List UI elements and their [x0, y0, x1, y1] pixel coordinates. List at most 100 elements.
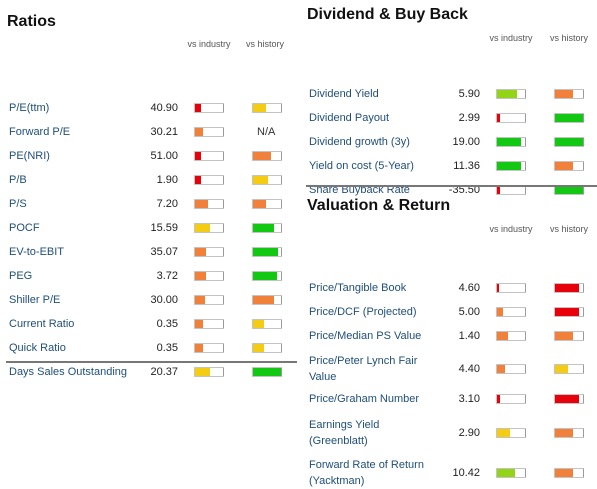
ratios-industry-bar-fill	[195, 320, 204, 328]
ratios-row-label[interactable]: Quick Ratio	[9, 342, 66, 354]
dividend-row-value: 11.36	[453, 160, 480, 172]
valuation-vs-industry-header: vs industry	[489, 224, 533, 234]
dividend-industry-bar-fill	[497, 186, 501, 194]
valuation-row-label-line2[interactable]: Value	[309, 371, 337, 383]
ratios-row-label[interactable]: PEG	[9, 270, 33, 282]
dividend-row-label[interactable]: Dividend growth (3y)	[309, 136, 410, 148]
dividend-vs-history-header: vs history	[549, 33, 588, 43]
ratios-divider	[6, 361, 297, 363]
valuation-history-bar	[554, 468, 584, 478]
ratios-row-label[interactable]: POCF	[9, 222, 40, 234]
dividend-history-bar-fill	[555, 186, 583, 194]
ratios-row-label[interactable]: EV-to-EBIT	[9, 246, 65, 258]
ratios-row-label[interactable]: Current Ratio	[9, 318, 75, 330]
ratios-row-value: 1.90	[156, 174, 178, 186]
ratios-row-label[interactable]: Shiller P/E	[9, 294, 61, 306]
valuation-vs-history-header: vs history	[549, 224, 588, 234]
ratios-industry-bar	[194, 199, 224, 209]
ratios-industry-bar-fill	[195, 152, 201, 160]
dividend-industry-bar-fill	[497, 90, 517, 98]
ratios-history-bar-fill	[253, 176, 269, 184]
ratios-industry-bar	[194, 247, 224, 257]
dividend-history-bar-fill	[555, 138, 583, 146]
dividend-row-label[interactable]: Dividend Payout	[309, 112, 390, 124]
valuation-history-bar-fill	[555, 365, 568, 373]
valuation-history-bar	[554, 307, 584, 317]
valuation-industry-bar	[496, 331, 526, 341]
dividend-industry-bar	[496, 137, 526, 147]
ratios-row-label[interactable]: PE(NRI)	[9, 150, 50, 162]
valuation-row-value: 2.90	[458, 427, 480, 439]
ratios-history-bar-fill	[253, 320, 265, 328]
dividend-history-bar	[554, 113, 584, 123]
valuation-row-label[interactable]: Price/Median PS Value	[309, 330, 422, 342]
ratios-vs-industry-header: vs industry	[187, 39, 231, 49]
valuation-row-label[interactable]: Price/Peter Lynch Fair	[309, 355, 418, 367]
dividend-row-value: 2.99	[458, 112, 480, 124]
valuation-row-label[interactable]: Price/Graham Number	[309, 393, 420, 405]
valuation-row-value: 4.40	[458, 363, 480, 375]
valuation-industry-bar-fill	[497, 469, 516, 477]
valuation-industry-bar	[496, 394, 526, 404]
ratios-row-label[interactable]: Forward P/E	[9, 126, 71, 138]
valuation-row-value: 5.00	[458, 306, 480, 318]
dividend-history-bar	[554, 89, 584, 99]
valuation-row-value: 10.42	[452, 467, 480, 479]
valuation-row-label[interactable]: Price/DCF (Projected)	[309, 306, 417, 318]
ratios-history-bar	[252, 175, 282, 185]
ratios-row-value: 20.37	[150, 366, 178, 378]
valuation-row-label[interactable]: Forward Rate of Return	[309, 459, 424, 471]
valuation-row-label[interactable]: Earnings Yield	[309, 419, 380, 431]
ratios-history-bar	[252, 367, 282, 377]
ratios-row-value: 40.90	[150, 102, 178, 114]
valuation-history-bar	[554, 394, 584, 404]
ratios-history-bar	[252, 271, 282, 281]
ratios-row-value: 7.20	[156, 198, 178, 210]
valuation-industry-bar-fill	[497, 332, 509, 340]
dividend-divider	[306, 185, 597, 187]
valuation-row-label-line2[interactable]: (Greenblatt)	[309, 435, 368, 447]
ratios-row-label[interactable]: P/S	[9, 198, 27, 210]
dividend-history-bar	[554, 161, 584, 171]
valuation-industry-bar	[496, 307, 526, 317]
dividend-title: Dividend & Buy Back	[307, 6, 468, 23]
ratios-row-label[interactable]: Days Sales Outstanding	[9, 366, 128, 378]
ratios-history-bar-fill	[253, 296, 274, 304]
valuation-row-label[interactable]: Price/Tangible Book	[309, 282, 407, 294]
valuation-industry-bar-fill	[497, 365, 506, 373]
ratios-history-bar-fill	[253, 368, 281, 376]
dividend-industry-bar-fill	[497, 138, 521, 146]
ratios-history-bar-fill	[253, 344, 265, 352]
dividend-panel: Dividend & Buy Back vs industry vs histo…	[306, 0, 597, 196]
valuation-row-value: 4.60	[458, 282, 480, 294]
ratios-history-bar	[252, 199, 282, 209]
ratios-industry-bar-fill	[195, 128, 204, 136]
dividend-row-value: 5.90	[458, 88, 480, 100]
dividend-industry-bar-fill	[497, 162, 521, 170]
valuation-title: Valuation & Return	[307, 197, 451, 214]
ratios-industry-bar-fill	[195, 248, 207, 256]
ratios-row-value: 30.00	[150, 294, 178, 306]
ratios-row-value: 15.59	[150, 222, 178, 234]
valuation-row-value: 3.10	[458, 393, 480, 405]
ratios-history-bar	[252, 151, 282, 161]
ratios-industry-bar	[194, 367, 224, 377]
ratios-row-value: 35.07	[150, 246, 178, 258]
ratios-industry-bar-fill	[195, 224, 211, 232]
ratios-vs-history-header: vs history	[245, 39, 284, 49]
dividend-row-label[interactable]: Yield on cost (5-Year)	[309, 160, 414, 172]
valuation-industry-bar-fill	[497, 395, 501, 403]
ratios-history-bar	[252, 247, 282, 257]
valuation-row-label-line2[interactable]: (Yacktman)	[309, 475, 365, 487]
valuation-history-bar-fill	[555, 284, 579, 292]
ratios-row-value: 3.72	[156, 270, 178, 282]
ratios-history-bar	[252, 319, 282, 329]
ratios-row-label[interactable]: P/E(ttm)	[9, 102, 50, 114]
dividend-row-label[interactable]: Dividend Yield	[309, 88, 379, 100]
ratios-industry-bar	[194, 319, 224, 329]
dividend-row-label[interactable]: Share Buyback Rate	[309, 184, 410, 196]
valuation-history-bar	[554, 428, 584, 438]
ratios-row-label[interactable]: P/B	[9, 174, 27, 186]
ratios-industry-bar-fill	[195, 104, 201, 112]
valuation-history-bar	[554, 283, 584, 293]
